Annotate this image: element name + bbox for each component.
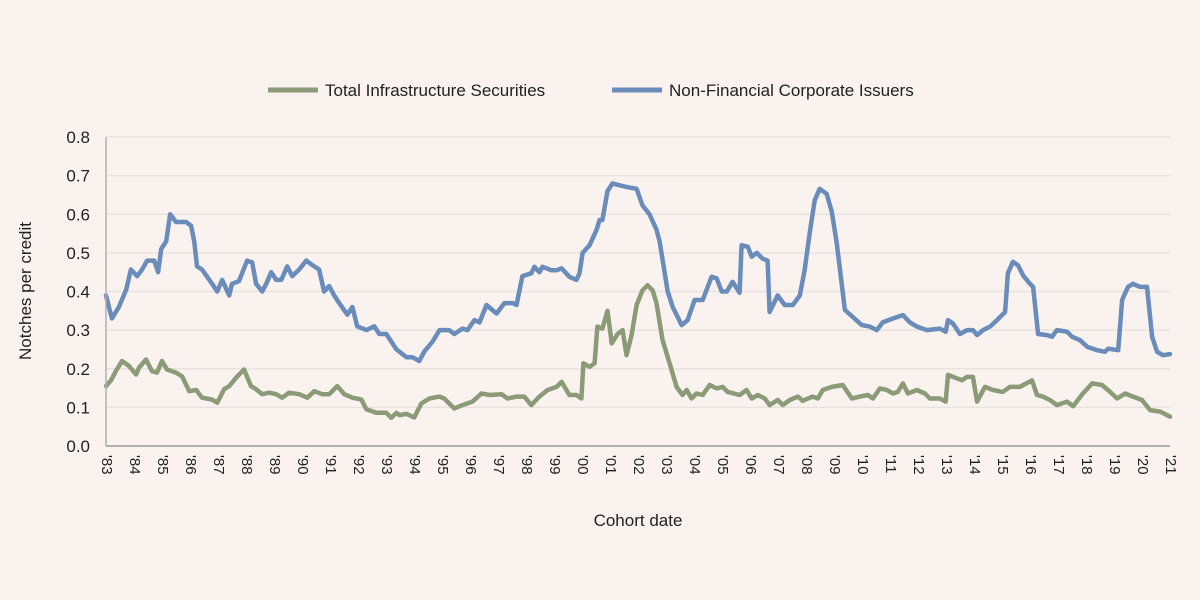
y-tick-label: 0.6 [66, 205, 90, 224]
x-axis-title: Cohort date [594, 511, 683, 530]
x-tick-label: '18 [1078, 455, 1095, 475]
y-tick-label: 0.1 [66, 398, 90, 417]
legend-label: Non-Financial Corporate Issuers [669, 81, 914, 100]
legend-item: Non-Financial Corporate Issuers [612, 81, 914, 100]
y-tick-label: 0.0 [66, 437, 90, 456]
x-tick-label: '11 [882, 455, 899, 473]
x-tick-label: '01 [602, 455, 619, 475]
x-tick-label: '88 [238, 455, 255, 475]
x-tick-label: '04 [686, 455, 703, 475]
x-tick-label: '17 [1050, 455, 1067, 475]
x-tick-label: '97 [490, 455, 507, 475]
x-tick-label: '91 [322, 455, 339, 475]
x-tick-label: '06 [742, 455, 759, 475]
x-tick-label: '87 [210, 455, 227, 475]
x-tick-label: '20 [1134, 455, 1151, 475]
x-tick-label: '90 [294, 455, 311, 475]
x-tick-label: '02 [630, 455, 647, 475]
x-tick-label: '07 [770, 455, 787, 475]
x-tick-label: '15 [994, 455, 1011, 475]
x-tick-label: '10 [854, 455, 871, 475]
series-line-0 [103, 283, 1173, 421]
x-tick-label: '94 [406, 455, 423, 475]
y-axis-title: Notches per credit [16, 222, 35, 360]
x-tick-label: '98 [518, 455, 535, 475]
gridlines [106, 136, 1170, 409]
x-tick-label: '12 [910, 455, 927, 475]
x-tick-label: '95 [434, 455, 451, 475]
series-lines [103, 181, 1173, 421]
x-tick-label: '84 [126, 455, 143, 475]
x-axis-ticks: '83 '84 '85 '86 '87 '88 '89 '90 '91 '92 '93 '94 '95 '… [98, 455, 1179, 475]
x-tick-label: '00 [574, 455, 591, 475]
legend-item: Total Infrastructure Securities [268, 81, 545, 100]
x-tick-label: '21 [1162, 455, 1179, 475]
x-tick-label: '19 [1106, 455, 1123, 475]
x-tick-label: '96 [462, 455, 479, 475]
x-tick-label: '85 [154, 455, 171, 475]
legend: Total Infrastructure Securities Non-Finan… [268, 81, 914, 100]
x-tick-label: '89 [266, 455, 283, 475]
y-tick-label: 0.3 [66, 321, 90, 340]
y-tick-label: 0.5 [66, 244, 90, 263]
series-line-1 [103, 181, 1173, 364]
x-tick-label: '93 [378, 455, 395, 475]
x-tick-label: '99 [546, 455, 563, 475]
y-tick-label: 0.2 [66, 360, 90, 379]
x-tick-label: '16 [1022, 455, 1039, 475]
x-tick-label: '09 [826, 455, 843, 475]
x-tick-label: '83 [98, 455, 115, 475]
x-tick-label: '03 [658, 455, 675, 475]
x-tick-label: '08 [798, 455, 815, 475]
y-tick-label: 0.7 [66, 167, 90, 186]
x-tick-label: '14 [966, 455, 983, 475]
x-tick-label: '86 [182, 455, 199, 475]
x-tick-label: '92 [350, 455, 367, 475]
x-tick-label: '05 [714, 455, 731, 475]
legend-label: Total Infrastructure Securities [325, 81, 545, 100]
y-tick-label: 0.4 [66, 283, 90, 302]
y-tick-label: 0.8 [66, 128, 90, 147]
y-axis-ticks: 0.0 0.1 0.2 0.3 0.4 0.5 0.6 0.7 0.8 [66, 128, 90, 456]
x-tick-label: '13 [938, 455, 955, 475]
